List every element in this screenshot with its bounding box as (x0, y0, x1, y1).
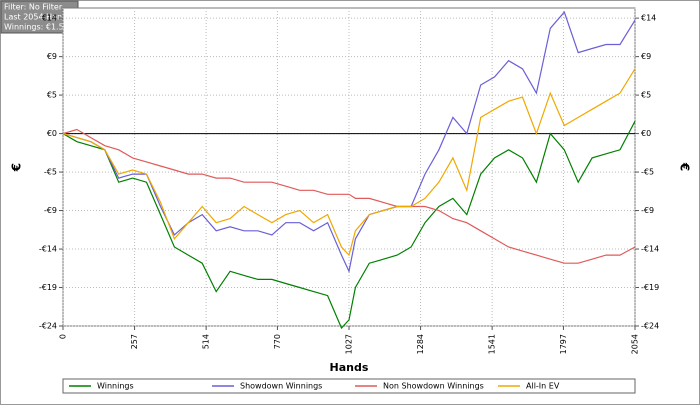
series-line (62, 120, 636, 330)
x-tick-label: 257 (130, 334, 139, 349)
y-tick-label: -€9 (44, 206, 57, 215)
x-tick-label: 0 (59, 334, 68, 339)
y2-tick-label: -€9 (641, 206, 654, 215)
x-tick-label: 1797 (559, 334, 568, 354)
y2-tick-label: -€5 (641, 168, 654, 177)
y2-tick-label: €5 (641, 91, 651, 100)
y2-axis-title: € (678, 162, 692, 171)
legend-label: Non Showdown Winnings (383, 382, 484, 391)
y-tick-label: €9 (47, 52, 57, 61)
x-tick-label: 1284 (416, 334, 425, 354)
info-text: Winnings: €1.53 (4, 23, 69, 32)
y2-tick-label: -€14 (641, 245, 659, 254)
y-tick-label: -€24 (39, 322, 57, 331)
y-tick-label: -€14 (39, 245, 57, 254)
y2-tick-label: €0 (641, 129, 651, 138)
y-tick-label: -€5 (44, 168, 57, 177)
x-tick-label: 770 (273, 334, 282, 349)
y2-tick-label: -€19 (641, 283, 659, 292)
x-tick-label: 2054 (631, 334, 640, 354)
info-text: Filter: No Filter (4, 3, 63, 12)
y2-tick-label: €9 (641, 52, 651, 61)
y-tick-label: -€19 (39, 283, 57, 292)
legend-label: Showdown Winnings (240, 382, 322, 391)
x-axis-title: Hands (330, 361, 369, 374)
x-tick-label: 514 (202, 334, 211, 349)
x-tick-label: 1541 (488, 334, 497, 354)
y2-tick-label: €14 (641, 14, 656, 23)
y-tick-label: €14 (42, 14, 57, 23)
y2-tick-label: -€24 (641, 322, 659, 331)
y-tick-label: €0 (47, 129, 57, 138)
legend-label: Winnings (97, 382, 134, 391)
info-text: Last 2054 Hands (4, 13, 71, 22)
legend (62, 378, 636, 394)
y-axis-title: € (10, 163, 24, 172)
x-tick-label: 1027 (345, 334, 354, 354)
y-tick-label: €5 (47, 91, 57, 100)
legend-label: All-In EV (526, 382, 560, 391)
series-line (62, 68, 636, 257)
series-line (62, 128, 636, 264)
series-line (62, 10, 636, 274)
